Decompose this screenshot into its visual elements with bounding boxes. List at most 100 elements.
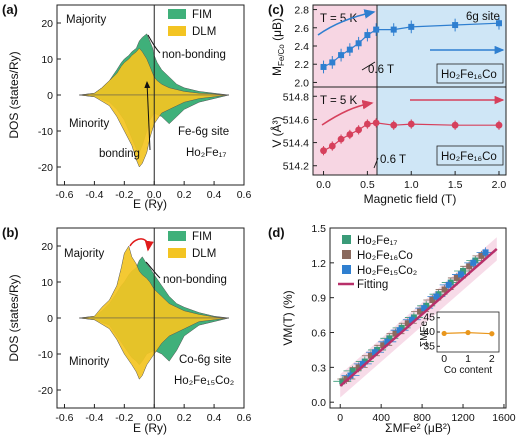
- panel-a-legend-fim: FIM: [192, 9, 212, 21]
- panel-d-inset-plot: 45 40 35 0 1 2: [423, 312, 495, 365]
- panel-d: (d) 1.51.20.90.60.30.00 400 800 1200 1600 VM…: [268, 223, 516, 435]
- panel-a-x-tick-label: 0.6: [237, 189, 252, 201]
- panel-d-x-tick-label: 1600: [492, 412, 516, 424]
- panel-c-bottom-point: [390, 121, 398, 129]
- panel-d-series-1-point: [466, 263, 473, 270]
- panel-d-legend-s15: Ho₂Fe₁₅Co₂: [357, 265, 417, 277]
- panel-c-x-tick-label: 1.0: [404, 179, 419, 191]
- panel-c-top-temperature: T = 5 K: [320, 13, 358, 25]
- panel-a-x-tick-label: -0.2: [115, 189, 133, 201]
- panel-d-legend-s16: Ho₂Fe₁₆Co: [357, 250, 413, 262]
- panel-c-bottom-temperature: T = 5 K: [320, 95, 358, 107]
- panel-c-bottom-y-tick-label: 514.6: [283, 114, 309, 126]
- panel-c-top-y-tick-label: 2.8: [294, 5, 309, 17]
- panel-c-top-field-label: 0.6 T: [368, 64, 394, 76]
- panel-d-series-2-point: [372, 349, 379, 356]
- panel-b-label: (b): [2, 225, 19, 240]
- panel-d-series-2-point: [408, 316, 415, 323]
- panel-a-x-axis-label: E (Ry): [133, 197, 167, 211]
- panel-b-non-bonding-label: non-bonding: [163, 274, 227, 286]
- panel-d-inset-y-tick-label: 35: [423, 340, 435, 352]
- panel-c-top-point: [355, 40, 362, 47]
- panel-d-series-2-point: [359, 360, 366, 367]
- panel-d-legend-s15-marker: [342, 265, 351, 274]
- panel-d-inset-x-tick-label: 1: [465, 353, 471, 365]
- panel-d-series-2-point: [396, 327, 403, 334]
- panel-b-x-axis-label: E (Ry): [133, 421, 167, 435]
- panel-d-ticks: 1.51.20.90.60.30.00 400 800 1200 1600: [311, 223, 515, 424]
- panel-c-x-tick-label: 2.0: [492, 179, 507, 191]
- panel-b-y-tick-label: 20: [41, 241, 53, 253]
- panel-a-x-tick-label: -0.4: [85, 189, 103, 201]
- panel-b-shift-arrow: [129, 238, 154, 252]
- panel-c-bottom-point: [372, 119, 380, 127]
- panel-d-inset-x-tick-label: 0: [441, 353, 447, 365]
- panel-d-series-2-point: [470, 259, 477, 266]
- panel-a-y-tick-label: -20: [38, 162, 53, 174]
- panel-c-top-rise-arrow: [317, 9, 376, 36]
- panel-c-top-compound-box: [436, 63, 504, 84]
- panel-d-x-tick-label: 800: [413, 412, 431, 424]
- panel-d-y-tick-label: 0.6: [311, 328, 326, 340]
- panel-d-y-tick-label: 1.5: [311, 223, 326, 235]
- panel-d-frame: [329, 227, 507, 409]
- panel-d-series-0-point: [460, 267, 467, 274]
- panel-d-legend-s16-marker: [342, 250, 351, 259]
- panel-b-x-tick-label: 0.4: [207, 412, 222, 424]
- panel-c-bottom-y-axis-label: V (Å³): [269, 116, 284, 147]
- panel-d-series-1-point: [417, 308, 424, 315]
- panel-c-top-y-tick-label: 2.6: [294, 23, 309, 35]
- panel-c-bottom-point: [328, 142, 336, 150]
- panel-c-top-point: [390, 26, 397, 33]
- panel-a-x-ticks: -0.6 -0.4 -0.2 0.0 0.2 0.4 0.6: [55, 181, 251, 201]
- panel-b-x-tick-label: 0.6: [237, 412, 252, 424]
- panel-c-frame: [312, 4, 507, 176]
- panel-d-series-2-point: [482, 249, 489, 256]
- panel-d-series-2-point: [384, 338, 391, 345]
- panel-d-series-1-point: [478, 252, 485, 259]
- panel-a-x-tick-label: 0.0: [147, 189, 162, 201]
- panel-c-bottom-plot: [320, 118, 503, 156]
- panel-c-top-point: [346, 46, 353, 53]
- panel-a-y-tick-label: 0: [47, 90, 53, 102]
- panel-d-x-tick-label: 400: [372, 412, 390, 424]
- panel-d-inset-y-tick-label: 45: [423, 312, 435, 324]
- panel-c-bottom-point: [337, 135, 345, 143]
- panel-b-majority-label: Majority: [64, 248, 105, 260]
- panel-d-series-1-point: [355, 364, 362, 371]
- panel-a-label: (a): [2, 2, 18, 17]
- panel-c-bottom-compound-box: [436, 145, 504, 166]
- panel-c-bottom-point: [495, 121, 503, 129]
- panel-d-series-1-point: [380, 342, 387, 349]
- panel-c-top-y-tick-label: 2.0: [294, 77, 309, 89]
- panel-d-y-tick-label: 0.0: [311, 397, 326, 409]
- panel-c-bottom-y-tick-label: 514.2: [283, 161, 309, 173]
- panel-d-y-tick-label: 1.2: [311, 258, 326, 270]
- panel-b-x-tick-label: 0.0: [147, 412, 162, 424]
- panel-a-x-tick-label: 0.4: [207, 189, 222, 201]
- panel-d-fitting-line: [339, 247, 498, 387]
- panel-b-minority-label: Minority: [69, 356, 110, 368]
- panel-c-top-compound: Ho₂Fe₁₆Co: [441, 69, 497, 81]
- panel-d-series-2-point: [421, 305, 428, 312]
- panel-d-x-tick-label: 1200: [451, 412, 475, 424]
- panel-d-series-2-point: [445, 281, 452, 288]
- panel-c-ticks: 2.8 2.6 2.4 2.2 2.0 514.8 514.6 514.4 514.2 0.0 0.…: [283, 5, 507, 191]
- panel-d-series-0-point: [339, 378, 346, 385]
- panel-b-legend-fim: FIM: [192, 231, 212, 243]
- panel-c-top-blue-region: [377, 5, 506, 87]
- panel-c-bottom-point: [451, 121, 459, 129]
- panel-c-bottom-compound: Ho₂Fe₁₆Co: [441, 151, 497, 163]
- panel-b-y-tick-label: -10: [38, 349, 53, 361]
- panel-d-inset-x-axis-label: Co content: [444, 365, 493, 376]
- panel-d-series-1-point: [429, 297, 436, 303]
- panel-a-y-ticks: 20 10 0 -10 -20: [38, 18, 61, 174]
- panel-b-site-label: Co-6g site: [179, 354, 231, 366]
- panel-d-plot: [333, 237, 498, 398]
- panel-a-non-bonding-curve: [147, 34, 161, 54]
- panel-b-dlm-majority-area: [79, 245, 230, 319]
- panel-c-bottom-point: [320, 147, 327, 155]
- panel-b-x-tick-label: -0.2: [115, 412, 133, 424]
- panel-a-majority-label: Majority: [66, 14, 107, 26]
